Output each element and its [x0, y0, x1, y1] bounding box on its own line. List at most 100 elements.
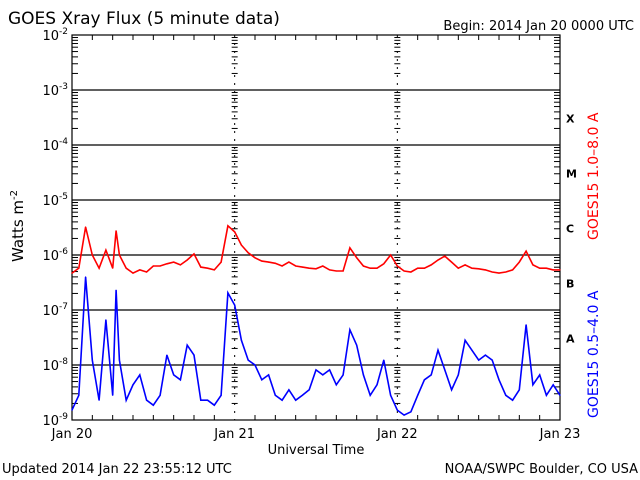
data-point	[328, 269, 331, 271]
data-point	[281, 265, 283, 267]
data-point	[234, 231, 236, 233]
data-point	[274, 394, 276, 396]
data-point	[132, 384, 134, 386]
data-point	[410, 271, 412, 273]
data-point	[295, 399, 297, 401]
data-point	[186, 259, 188, 261]
data-point	[159, 394, 161, 396]
data-point	[71, 272, 73, 274]
data-point	[240, 339, 243, 341]
data-point	[437, 349, 439, 351]
data-point	[220, 261, 222, 263]
data-point	[322, 265, 324, 267]
y-tick-base: 10	[42, 29, 59, 44]
data-point	[152, 265, 154, 267]
data-point	[532, 384, 534, 386]
data-point	[369, 394, 371, 396]
data-point	[254, 257, 256, 259]
data-point	[498, 272, 500, 274]
y-tick-label: 10-4	[42, 137, 68, 154]
data-point	[206, 399, 209, 401]
series-line-short	[71, 276, 561, 417]
data-point	[115, 230, 117, 232]
y-tick-exp: -3	[59, 82, 68, 92]
data-point	[281, 399, 283, 401]
data-point	[471, 267, 473, 269]
data-point	[173, 374, 175, 376]
x-tick-label: Jan 20	[51, 427, 93, 442]
plot-area: Jan 20 Jan 21 Jan 22 Jan 2310-210-310-410-5…	[42, 27, 602, 442]
x-tick-label: Jan 22	[376, 427, 418, 442]
data-point	[227, 225, 229, 227]
x-axis-label: Universal Time	[268, 443, 365, 458]
data-point	[78, 394, 80, 396]
y-tick-label: 10-8	[42, 357, 68, 374]
data-point	[166, 263, 168, 265]
updated-label: Updated 2014 Jan 22 23:55:12 UTC	[2, 462, 232, 477]
data-point	[478, 359, 480, 361]
data-point	[267, 261, 270, 263]
data-point	[315, 268, 317, 270]
data-point	[105, 249, 107, 251]
y-tick-label: 10-5	[42, 192, 68, 209]
flare-class-label: M	[566, 168, 577, 181]
data-point	[396, 265, 398, 267]
data-point	[511, 269, 514, 271]
data-point	[179, 264, 182, 266]
data-point	[349, 247, 351, 249]
data-point	[383, 359, 385, 361]
data-point	[410, 411, 412, 413]
data-point	[342, 270, 344, 272]
data-point	[308, 267, 310, 269]
data-point	[478, 268, 480, 270]
data-point	[525, 250, 527, 252]
data-point	[125, 267, 127, 269]
data-point	[376, 384, 378, 386]
plot-frame	[71, 34, 561, 421]
data-point	[335, 270, 337, 272]
data-point	[518, 261, 520, 263]
data-point	[206, 267, 209, 269]
data-point	[247, 252, 249, 254]
data-point	[444, 255, 446, 257]
data-point	[545, 394, 548, 396]
data-point	[254, 364, 256, 366]
data-point	[193, 253, 195, 255]
flare-class-label: A	[566, 333, 575, 346]
data-point	[423, 267, 426, 269]
data-point	[220, 394, 222, 396]
chart-title: GOES Xray Flux (5 minute data)	[8, 9, 280, 29]
data-point	[261, 379, 263, 381]
data-point	[166, 354, 168, 356]
data-point	[213, 404, 215, 406]
data-point	[247, 359, 249, 361]
x-tick-label: Jan 23	[539, 427, 581, 442]
data-point	[301, 394, 304, 396]
data-point	[98, 267, 100, 269]
y-tick-base: 10	[42, 139, 59, 154]
data-point	[84, 226, 87, 228]
data-point	[525, 324, 527, 326]
series-label-short: GOES15 0.5–4.0 A	[586, 290, 602, 418]
data-point	[261, 260, 263, 262]
data-point	[457, 267, 459, 269]
data-point	[457, 374, 459, 376]
flare-class-label: B	[566, 278, 574, 291]
data-point	[369, 267, 371, 269]
data-point	[78, 267, 80, 269]
series-line-long	[71, 224, 560, 275]
data-point	[200, 399, 202, 401]
data-point	[423, 379, 426, 381]
data-point	[403, 270, 405, 272]
data-point	[362, 374, 365, 376]
data-point	[125, 399, 127, 401]
data-point	[159, 265, 161, 267]
data-point	[71, 409, 73, 411]
data-point	[505, 271, 507, 273]
y-tick-exp: -6	[59, 247, 68, 257]
data-point	[450, 261, 453, 263]
data-point	[559, 394, 561, 396]
data-point	[349, 329, 351, 331]
data-point	[417, 394, 419, 396]
data-point	[444, 369, 446, 371]
